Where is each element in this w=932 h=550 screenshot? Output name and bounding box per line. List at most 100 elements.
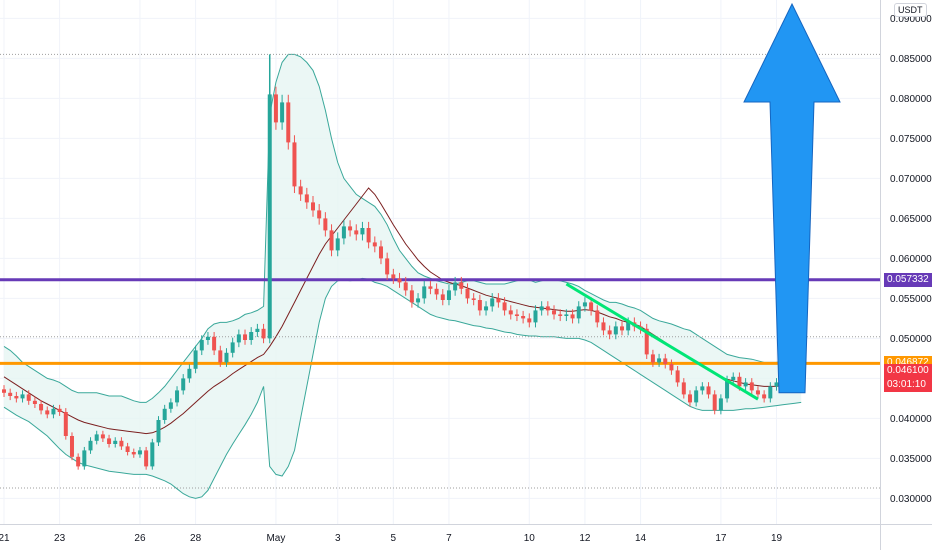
candle-body <box>20 394 25 399</box>
candle-body <box>502 302 507 311</box>
candle-body <box>768 386 773 399</box>
date-tick-label: 3 <box>335 533 341 544</box>
candle-body <box>552 310 557 315</box>
candle-body <box>465 288 470 299</box>
candle-body <box>521 316 526 319</box>
candle-body <box>477 300 482 311</box>
candle-body <box>391 274 396 279</box>
candle-body <box>100 434 105 439</box>
candle-body <box>576 306 581 319</box>
candle-body <box>378 246 383 259</box>
candle-body <box>514 314 519 316</box>
candle-body <box>490 298 495 307</box>
candle-body <box>755 390 760 395</box>
candle-countdown: 03:01:10 <box>887 378 926 390</box>
candle-body <box>385 258 390 275</box>
bollinger-lower <box>3 277 802 499</box>
candle-body <box>570 314 575 319</box>
candle-body <box>94 434 99 441</box>
price-tick-label: 0.035000 <box>890 454 932 465</box>
candle-body <box>527 318 532 323</box>
candle-body <box>749 382 754 391</box>
candle-body <box>626 322 631 331</box>
candle-body <box>144 450 149 467</box>
candle-body <box>484 306 489 311</box>
candle-body <box>8 392 13 396</box>
candle-body <box>255 328 260 332</box>
candle-body <box>446 290 451 300</box>
price-tick-label: 0.065000 <box>890 214 932 225</box>
candle-body <box>341 226 346 239</box>
candle-body <box>595 310 600 323</box>
purple-level-price-tag: 0.057332 <box>884 272 932 287</box>
candle-body <box>607 330 612 335</box>
candle-body <box>168 402 173 409</box>
candle-body <box>644 328 649 355</box>
price-tick-label: 0.055000 <box>890 294 932 305</box>
candle-body <box>150 442 155 467</box>
candle-body <box>26 394 31 401</box>
candle-body <box>286 102 291 143</box>
candle-body <box>743 382 748 387</box>
green-trendline <box>565 282 759 401</box>
candle-body <box>280 102 285 123</box>
price-tick-label: 0.080000 <box>890 94 932 105</box>
candle-body <box>620 326 624 331</box>
candle-body <box>187 368 192 379</box>
candle-body <box>2 389 6 393</box>
price-axis[interactable]: 0.0300000.0350000.0400000.0450000.050000… <box>890 14 932 505</box>
candle-body <box>545 306 550 311</box>
candle-body <box>51 408 56 415</box>
candle-body <box>317 210 322 219</box>
candle-body <box>428 286 433 289</box>
candle-body <box>63 412 68 436</box>
candle-body <box>205 336 210 340</box>
candle-body <box>69 436 74 457</box>
candle-body <box>650 354 655 363</box>
date-tick-label: 5 <box>391 533 397 544</box>
time-axis[interactable]: 21 23 26 28 May 3 5 7 10 12 14 17 19 <box>0 533 782 544</box>
candle-body <box>731 376 736 380</box>
candle-body <box>199 340 204 351</box>
candle-body <box>700 386 705 391</box>
candle-body <box>181 378 186 391</box>
blue-up-arrow <box>743 2 841 394</box>
candle-body <box>774 382 779 387</box>
candle-body <box>589 302 594 311</box>
date-tick-label: 12 <box>579 533 591 544</box>
candle-body <box>335 238 340 251</box>
candle-body <box>687 394 692 403</box>
price-tick-label: 0.070000 <box>890 174 932 185</box>
candle-body <box>354 230 359 235</box>
candle-body <box>533 310 538 323</box>
date-tick-label: 19 <box>771 533 783 544</box>
date-tick-label: 21 <box>0 533 10 544</box>
candle-body <box>131 452 136 455</box>
price-tick-label: 0.040000 <box>890 414 932 425</box>
candle-body <box>558 314 563 316</box>
candle-body <box>712 394 717 411</box>
candle-body <box>725 380 730 399</box>
candle-body <box>273 94 278 123</box>
horizontal-levels <box>0 53 880 489</box>
candle-body <box>681 382 686 395</box>
candle-body <box>39 404 44 411</box>
candle-body <box>162 408 167 420</box>
candle-body <box>613 326 618 335</box>
candle-body <box>409 290 414 303</box>
candle-body <box>657 358 662 363</box>
candle-body <box>249 332 254 340</box>
candle-body <box>304 194 309 203</box>
candle-body <box>675 370 680 383</box>
date-tick-label: 23 <box>54 533 66 544</box>
candle-body <box>422 286 427 299</box>
candle-body <box>348 226 353 231</box>
date-tick-label: 26 <box>134 533 146 544</box>
chart-drawings <box>565 2 841 401</box>
candle-body <box>107 438 112 444</box>
candle-body <box>706 386 711 395</box>
price-tick-label: 0.030000 <box>890 494 932 505</box>
candle-body <box>261 328 266 339</box>
candle-body <box>218 350 223 363</box>
